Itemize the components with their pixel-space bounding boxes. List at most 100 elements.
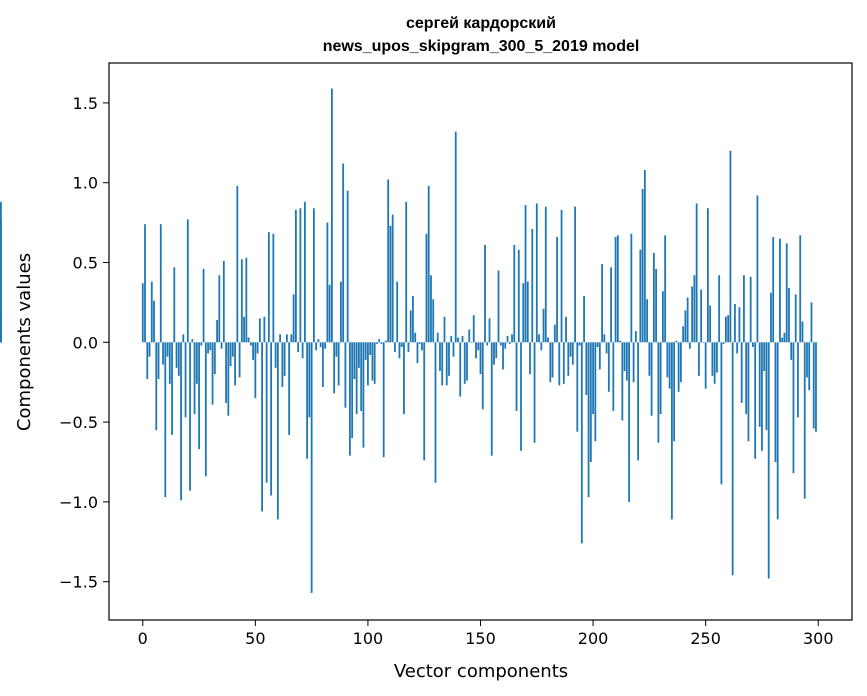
bar-73 — [306, 342, 309, 459]
bar-294 — [803, 342, 806, 499]
bar-280 — [772, 236, 775, 343]
bar-16 — [177, 342, 180, 376]
bar-140 — [457, 337, 459, 343]
bar-185 — [558, 342, 561, 386]
bar-1 — [144, 224, 146, 343]
bar-70 — [299, 208, 302, 343]
bar-74 — [308, 342, 311, 418]
bar-89 — [342, 163, 345, 343]
bar-287 — [788, 288, 790, 343]
bar-290 — [794, 294, 797, 343]
bar-0 — [141, 283, 144, 343]
bar-188 — [565, 316, 567, 343]
bar-45 — [243, 316, 245, 343]
bar-14 — [173, 267, 176, 343]
bar-71 — [301, 342, 304, 359]
bar-46 — [245, 257, 248, 343]
bar-60 — [276, 342, 279, 520]
bar-61 — [279, 334, 282, 343]
bar-30 — [209, 342, 212, 351]
bar-130 — [434, 342, 437, 483]
bar-49 — [252, 342, 254, 360]
bar-199 — [589, 342, 592, 462]
bar-162 — [506, 335, 509, 343]
bar-298 — [812, 342, 815, 429]
bar-183 — [553, 324, 556, 343]
bar-undefined — [0, 219, 2, 343]
bar-96 — [358, 342, 360, 368]
bar-84 — [331, 88, 333, 343]
bar-48 — [249, 342, 252, 346]
bar-112 — [394, 342, 396, 352]
bar-266 — [740, 342, 743, 403]
bar-66 — [290, 334, 293, 343]
bar-76 — [312, 208, 315, 343]
bar-82 — [326, 222, 329, 343]
bar-169 — [522, 283, 525, 343]
bar-83 — [328, 284, 331, 343]
bar-58 — [272, 233, 275, 343]
bar-124 — [421, 342, 423, 351]
bar-172 — [529, 342, 531, 375]
bar-121 — [414, 332, 417, 343]
bar-258 — [722, 342, 725, 344]
bar-3 — [148, 342, 151, 357]
bar-35 — [220, 342, 223, 349]
bar-146 — [470, 342, 473, 343]
bar-126 — [425, 233, 428, 343]
bar-212 — [619, 340, 621, 343]
bar-67 — [292, 294, 295, 343]
bar-79 — [319, 342, 322, 348]
bar-147 — [472, 315, 475, 343]
y-axis: −1.5 −1.0 −0.5 0.0 0.5 1.0 1.5 — [59, 94, 109, 592]
bar-223 — [643, 169, 646, 343]
bar-245 — [693, 275, 696, 343]
bar-252 — [709, 305, 712, 343]
y-tick-label: 0.5 — [73, 253, 98, 272]
bar-95 — [355, 342, 358, 415]
bar-181 — [549, 342, 552, 383]
bar-221 — [639, 249, 642, 343]
bar-180 — [547, 337, 549, 343]
x-tick-label: 300 — [803, 629, 834, 648]
bar-257 — [720, 342, 723, 485]
bar-28 — [204, 342, 207, 477]
bar-104 — [376, 342, 378, 344]
bar-208 — [610, 267, 612, 343]
bar-271 — [752, 342, 754, 348]
bar-132 — [439, 342, 441, 372]
bar-204 — [601, 264, 603, 343]
bar-10 — [164, 342, 167, 498]
bar-21 — [189, 342, 191, 491]
bar-26 — [200, 342, 203, 346]
bar-195 — [580, 342, 583, 544]
bar-29 — [207, 342, 209, 354]
bar-24 — [195, 342, 198, 384]
bar-115 — [400, 342, 403, 348]
bar-253 — [711, 342, 714, 376]
bar-40 — [231, 342, 234, 357]
bar-117 — [405, 201, 408, 343]
bar-238 — [677, 342, 680, 392]
bar-32 — [213, 342, 216, 375]
bar-275 — [761, 342, 763, 451]
bar-194 — [578, 342, 581, 346]
bar-255 — [716, 342, 718, 373]
bar-207 — [607, 342, 610, 392]
bar-154 — [488, 318, 491, 343]
bar-139 — [454, 131, 457, 343]
bar-33 — [216, 319, 218, 343]
bar-203 — [598, 342, 601, 370]
bar-226 — [650, 342, 653, 416]
bar-50 — [254, 342, 257, 399]
bar-90 — [344, 342, 347, 408]
x-tick-label: 100 — [353, 629, 384, 648]
bar-13 — [171, 342, 173, 435]
bar-240 — [682, 326, 685, 343]
bar-78 — [317, 339, 320, 343]
bar-190 — [569, 342, 572, 357]
bar-27 — [202, 268, 205, 343]
bar-191 — [571, 342, 574, 365]
bar-171 — [526, 281, 529, 343]
